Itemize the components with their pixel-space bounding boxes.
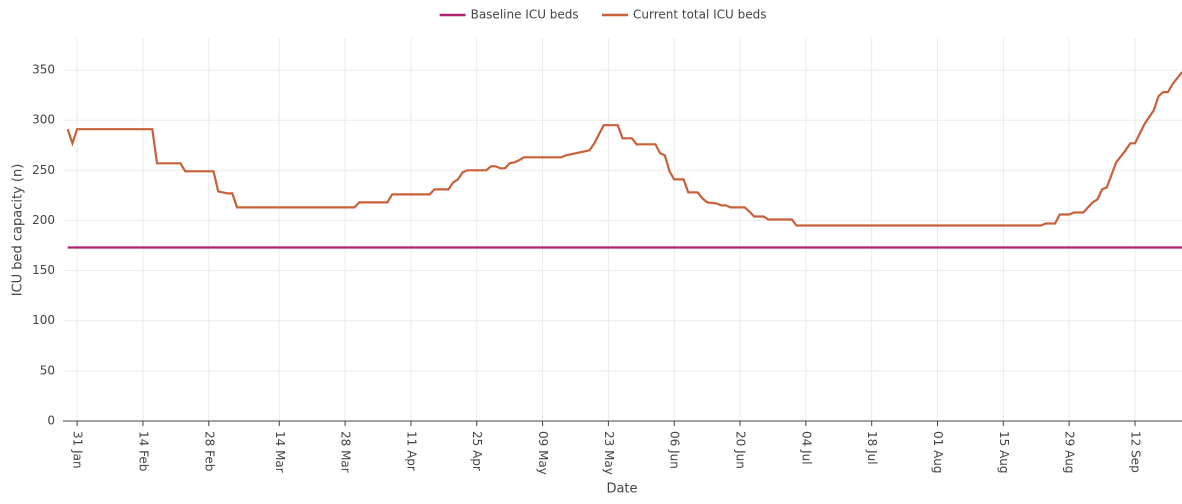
legend-label: Current total ICU beds — [633, 8, 767, 22]
y-tick-label: 150 — [32, 263, 55, 277]
y-tick-label: 0 — [47, 414, 55, 428]
x-tick-label: 18 Jul — [865, 431, 879, 465]
x-tick-label: 14 Feb — [136, 431, 150, 471]
x-tick-label: 28 Feb — [202, 431, 216, 471]
legend-label: Baseline ICU beds — [471, 8, 579, 22]
x-axis-label: Date — [606, 482, 637, 497]
x-tick-label: 28 Mar — [339, 431, 353, 473]
x-tick-label: 09 May — [536, 431, 550, 475]
x-tick-label: 25 Apr — [470, 431, 484, 471]
x-tick-label: 06 Jun — [668, 431, 682, 469]
x-tick-label: 04 Jul — [799, 431, 813, 465]
y-axis-label: ICU bed capacity (n) — [11, 164, 26, 297]
y-tick-label: 100 — [32, 313, 55, 327]
x-tick-label: 23 May — [602, 431, 616, 475]
y-tick-label: 200 — [32, 213, 55, 227]
y-tick-label: 350 — [32, 63, 55, 77]
x-tick-label: 11 Apr — [404, 431, 418, 471]
x-tick-label: 29 Aug — [1063, 431, 1077, 474]
x-tick-label: 31 Jan — [71, 431, 85, 469]
y-tick-label: 50 — [40, 363, 55, 377]
x-tick-label: 20 Jun — [734, 431, 748, 469]
x-tick-label: 15 Aug — [997, 431, 1011, 474]
y-tick-label: 250 — [32, 163, 55, 177]
x-tick-label: 14 Mar — [273, 431, 287, 473]
y-tick-label: 300 — [32, 113, 55, 127]
x-tick-label: 01 Aug — [931, 431, 945, 474]
x-tick-label: 12 Sep — [1128, 431, 1142, 473]
line-series — [66, 71, 1182, 227]
